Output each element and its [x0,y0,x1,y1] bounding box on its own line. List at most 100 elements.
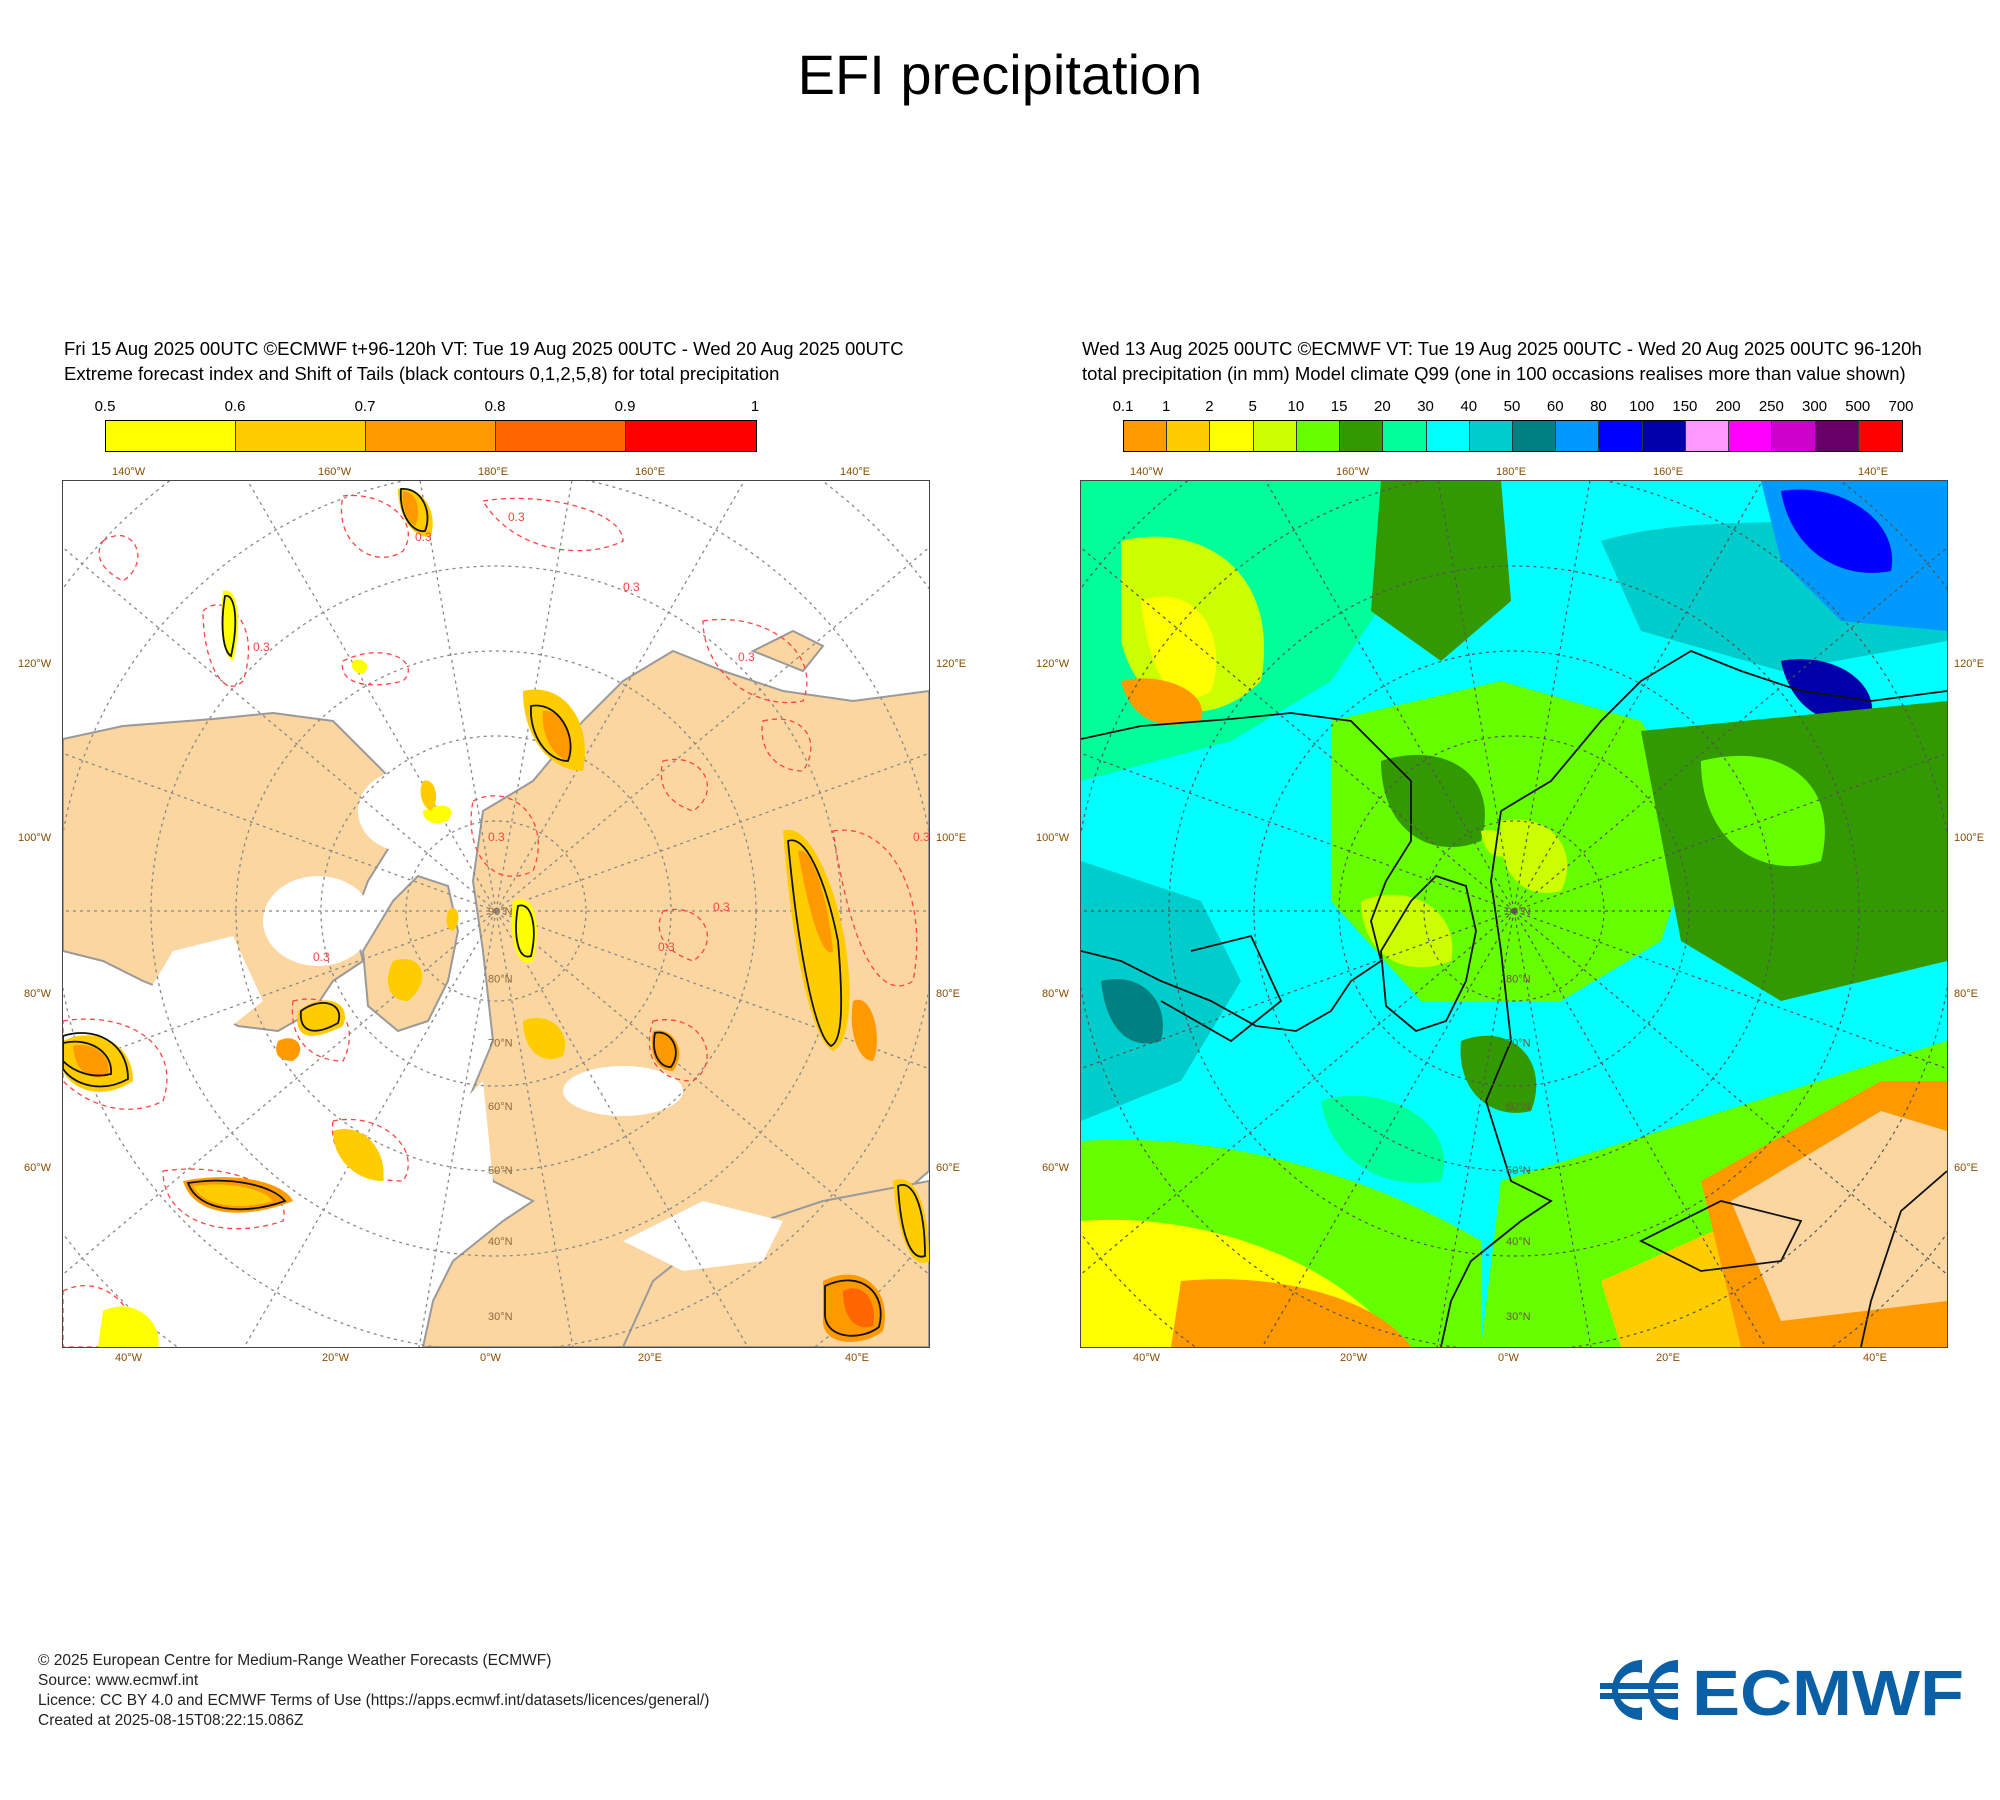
colorbar-segment [1685,421,1730,451]
latitude-label: 70°N [488,1037,513,1049]
colorbar-segment [1167,421,1211,451]
lon-bottom-label: 20°E [638,1352,662,1364]
meridian-line [1081,546,1515,912]
lat-left-label: 80°W [24,988,52,1000]
lon-bottom-label: 0°W [1498,1352,1519,1364]
lat-right-label: 100°E [936,832,967,844]
lon-bottom-label: 20°W [1340,1352,1368,1364]
climate-header-line1: Wed 13 Aug 2025 00UTC ©ECMWF VT: Tue 19 … [1082,338,1922,359]
colorbar-segment [366,421,496,451]
meridian-line [246,481,497,912]
meridian-line [243,910,497,1347]
meridian-line [495,546,929,912]
colorbar-segment [1512,421,1557,451]
colorbar-tick-label: 250 [1758,398,1784,415]
lon-top-label: 180°E [1496,466,1527,478]
lon-top-label: 160°W [1336,466,1370,478]
latitude-label: 80°N [1506,974,1531,986]
climate-colorbar [1123,420,1903,452]
meridian-line [1081,910,1515,1276]
colorbar-tick-label: 2 [1205,398,1214,415]
latitude-label: 40°N [1506,1236,1531,1248]
meridian-line [495,752,929,912]
lat-left-label: 120°W [1036,658,1070,670]
lon-top-label: 160°E [1653,466,1684,478]
latitude-label: 90°N [1506,906,1531,918]
latitude-label: 50°N [1506,1165,1531,1177]
meridian-line [1513,910,1947,1070]
colorbar-segment [236,421,366,451]
latitude-label: 50°N [488,1165,513,1177]
meridian-line [1513,546,1947,912]
colorbar-segment [1124,421,1168,451]
latitude-label: 70°N [1506,1037,1531,1049]
colorbar-tick-label: 0.5 [94,398,116,415]
climate-map[interactable]: 30°N 40°N 50°N 60°N 70°N 80°N 90°N [1080,480,1948,1348]
latitude-label: 40°N [488,1236,513,1248]
colorbar-tick-label: 15 [1330,398,1348,415]
colorbar-tick-label: 150 [1672,398,1698,415]
colorbar-tick-label: 10 [1287,398,1305,415]
colorbar-tick-label: 100 [1629,398,1655,415]
lat-right-label: 120°E [936,658,967,670]
efi-map[interactable]: 0.3 0.3 0.3 0.3 0.3 0.3 0.3 0.3 0.3 0.3 30°N 40°N 5… [62,480,930,1348]
meridian-line [63,910,497,1276]
colorbar-tick-label: 5 [1248,398,1257,415]
lon-top-label: 140°W [1130,466,1164,478]
lon-top-label: 180°E [478,466,509,478]
colorbar-tick-label: 60 [1546,398,1564,415]
meridian-line [495,910,749,1347]
lat-left-label: 100°W [18,832,52,844]
copyright-line: © 2025 European Centre for Medium-Range … [38,1652,552,1669]
contour-label: 0.3 [313,950,330,964]
meridian-line [1513,752,1947,912]
latitude-label: 90°N [488,906,513,918]
colorbar-segment [1858,421,1902,451]
lat-left-label: 60°W [1042,1162,1070,1174]
colorbar-tick-label: 0.8 [484,398,506,415]
meridian-line [63,546,497,912]
colorbar-tick-label: 300 [1802,398,1828,415]
copyright-footer: © 2025 European Centre for Medium-Range … [38,1651,709,1731]
colorbar-tick-label: 200 [1715,398,1741,415]
lat-right-label: 60°E [1954,1162,1978,1174]
colorbar-segment [1426,421,1470,451]
ecmwf-logo[interactable]: ECMWF [1592,1655,1972,1725]
lon-bottom-label: 20°E [1656,1352,1680,1364]
lat-left-label: 80°W [1042,988,1070,1000]
contour-label: 0.3 [415,530,432,544]
contour-label: 0.3 [488,830,505,844]
colorbar-segment [1556,421,1600,451]
colorbar-tick-label: 0.1 [1112,398,1134,415]
colorbar-segment [626,421,756,451]
lat-left-label: 100°W [1036,832,1070,844]
latitude-label: 80°N [488,974,513,986]
licence-line: Licence: CC BY 4.0 and ECMWF Terms of Us… [38,1692,710,1709]
colorbar-segment [1599,421,1643,451]
page-title: EFI precipitation [797,43,1203,106]
ecmwf-logo-text: ECMWF [1692,1657,1964,1725]
meridian-line [1081,910,1515,1070]
contour-label: 0.3 [623,580,640,594]
lon-bottom-label: 20°W [322,1352,350,1364]
meridian-line [1513,910,1947,1276]
lon-top-label: 140°E [1858,466,1889,478]
meridian-line [1261,910,1515,1347]
contour-label: 0.3 [913,830,929,844]
colorbar-tick-label: 0.9 [614,398,636,415]
contour-label: 0.3 [508,510,525,524]
contour-label: 0.3 [713,900,730,914]
meridian-line [495,481,746,912]
latitude-label: 30°N [488,1311,513,1323]
colorbar-segment [1815,421,1859,451]
colorbar-tick-label: 20 [1373,398,1391,415]
efi-header-line2: Extreme forecast index and Shift of Tail… [64,363,780,384]
lon-bottom-label: 40°W [115,1352,143,1364]
lon-bottom-label: 40°E [845,1352,869,1364]
lat-right-label: 80°E [936,988,960,1000]
lat-left-label: 120°W [18,658,52,670]
colorbar-tick-label: 700 [1888,398,1914,415]
lat-left-label: 60°W [24,1162,52,1174]
colorbar-segment [1469,421,1513,451]
lon-bottom-label: 40°W [1133,1352,1161,1364]
